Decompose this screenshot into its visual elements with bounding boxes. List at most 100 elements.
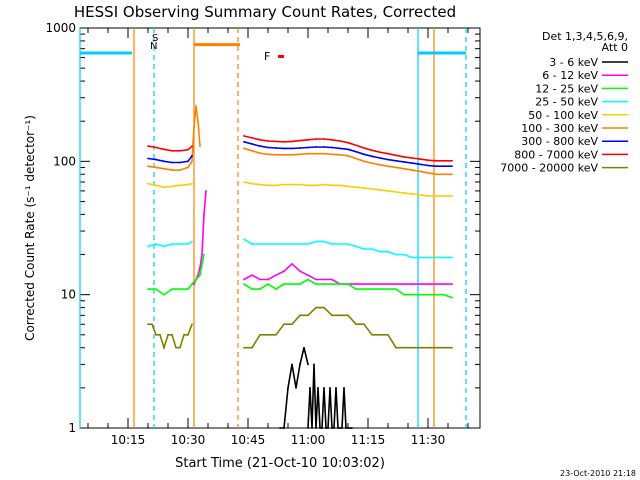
data-point	[287, 386, 289, 389]
data-point	[427, 283, 429, 286]
data-point	[403, 346, 405, 349]
data-point	[267, 283, 269, 286]
data-point	[339, 283, 341, 286]
data-point	[347, 314, 349, 317]
data-point	[267, 146, 269, 149]
data-point	[379, 283, 381, 286]
x-tick-label: 11:00	[291, 433, 326, 447]
data-point	[243, 346, 245, 349]
data-point	[307, 274, 309, 277]
data-point	[395, 288, 397, 291]
data-point	[291, 243, 293, 245]
data-point	[163, 160, 165, 163]
data-point	[315, 306, 317, 309]
data-point	[331, 314, 333, 317]
data-point	[347, 185, 349, 188]
legend-header-1: Det 1,3,4,5,6,9,	[542, 30, 628, 43]
data-point	[259, 152, 261, 155]
legend-header-2: Att 0	[602, 41, 628, 54]
data-point	[387, 288, 389, 291]
data-point	[259, 288, 261, 291]
data-point	[347, 243, 349, 245]
data-point	[191, 283, 193, 286]
data-point	[419, 256, 421, 259]
data-point	[331, 278, 333, 281]
data-point	[291, 140, 293, 143]
data-point	[147, 288, 149, 291]
data-point	[395, 190, 397, 193]
data-point	[451, 256, 453, 259]
series-line	[147, 240, 193, 248]
data-point	[191, 160, 193, 163]
data-point	[435, 173, 437, 176]
data-point	[267, 278, 269, 281]
legend-label: 25 - 50 keV	[535, 96, 598, 109]
data-point	[299, 153, 301, 156]
data-point	[341, 427, 343, 429]
data-point	[371, 155, 373, 158]
data-point	[371, 283, 373, 286]
data-point	[339, 243, 341, 245]
data-point	[371, 162, 373, 164]
data-point	[259, 183, 261, 186]
data-point	[267, 333, 269, 336]
data-point	[259, 145, 261, 148]
data-point	[339, 427, 341, 429]
data-point	[163, 346, 165, 349]
data-point	[243, 147, 245, 150]
legend-label: 50 - 100 keV	[528, 109, 598, 122]
data-point	[243, 135, 245, 137]
data-point	[379, 189, 381, 191]
legend-label: 100 - 300 keV	[521, 122, 598, 135]
data-point	[243, 140, 245, 143]
series-line	[147, 155, 193, 164]
data-point	[323, 183, 325, 186]
data-point	[179, 161, 181, 164]
data-point	[347, 283, 349, 286]
data-point	[419, 163, 421, 166]
data-point	[279, 427, 281, 429]
data-point	[155, 288, 157, 291]
data-point	[315, 146, 317, 148]
data-point	[387, 158, 389, 161]
data-point	[355, 245, 357, 248]
data-point	[299, 139, 301, 142]
data-point	[275, 274, 277, 277]
data-point	[283, 183, 285, 186]
data-point	[395, 159, 397, 162]
data-point	[363, 283, 365, 286]
series-line	[243, 262, 452, 285]
data-point	[267, 140, 269, 142]
data-point	[427, 195, 429, 197]
data-point	[195, 278, 197, 281]
data-point	[291, 283, 293, 286]
data-point	[193, 126, 195, 129]
data-point	[275, 288, 277, 291]
data-point	[203, 253, 205, 256]
data-point	[451, 173, 453, 176]
data-point	[197, 120, 199, 123]
data-point	[307, 427, 309, 429]
data-point	[251, 346, 253, 349]
data-point	[283, 270, 285, 273]
data-point	[443, 165, 445, 168]
data-point	[311, 427, 313, 429]
data-point	[243, 278, 245, 281]
data-point	[419, 194, 421, 196]
data-point	[331, 427, 333, 429]
data-point	[435, 195, 437, 197]
data-point	[315, 138, 317, 140]
data-point	[159, 333, 161, 336]
data-point	[387, 333, 389, 336]
data-point	[275, 184, 277, 187]
data-point	[179, 243, 181, 245]
data-point	[243, 238, 245, 241]
data-point	[395, 346, 397, 349]
data-point	[291, 363, 293, 366]
y-axis: 1 10 100 1000	[45, 21, 480, 435]
data-point	[191, 145, 193, 148]
data-point	[163, 148, 165, 151]
data-point	[443, 283, 445, 286]
data-point	[451, 296, 453, 299]
